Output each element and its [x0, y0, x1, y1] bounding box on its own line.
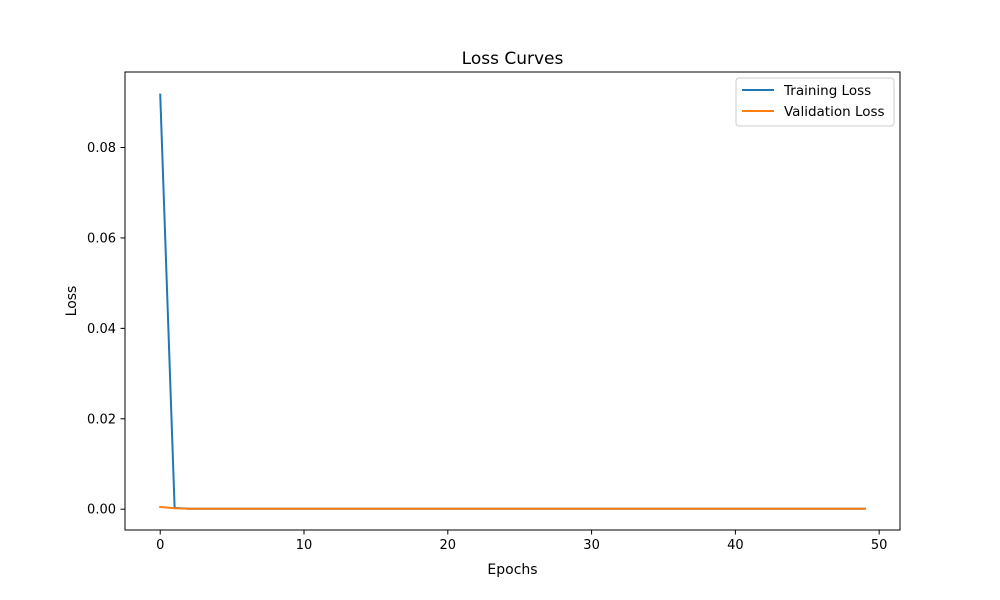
legend-label-validation-loss: Validation Loss: [784, 104, 885, 120]
series-lines: [159, 93, 866, 510]
validation-loss-line: [159, 505, 866, 510]
chart-title: Loss Curves: [462, 49, 564, 69]
x-tick-label: 50: [871, 538, 888, 553]
x-tick-label: 40: [727, 538, 744, 553]
y-tick-label: 0.06: [87, 231, 116, 246]
x-tick-label: 20: [440, 538, 457, 553]
plot-frame: [124, 71, 901, 531]
y-axis-title: Loss: [64, 286, 80, 317]
x-tick-label: 0: [156, 538, 164, 553]
y-tick-label: 0.00: [87, 503, 116, 518]
y-tick-label: 0.08: [87, 141, 116, 156]
x-tick-label: 30: [583, 538, 600, 553]
x-tick-label: 10: [296, 538, 313, 553]
legend: Training Loss Validation Loss: [735, 77, 895, 127]
y-axis-ticks: 0.00 0.02 0.04 0.06 0.08: [87, 141, 125, 518]
x-axis-title: Epochs: [487, 562, 537, 578]
x-axis-ticks: 0 10 20 30 40 50: [156, 530, 887, 553]
legend-label-training-loss: Training Loss: [783, 83, 871, 99]
legend-box: [735, 77, 895, 127]
y-tick-label: 0.04: [87, 322, 116, 337]
y-tick-label: 0.02: [87, 412, 116, 427]
